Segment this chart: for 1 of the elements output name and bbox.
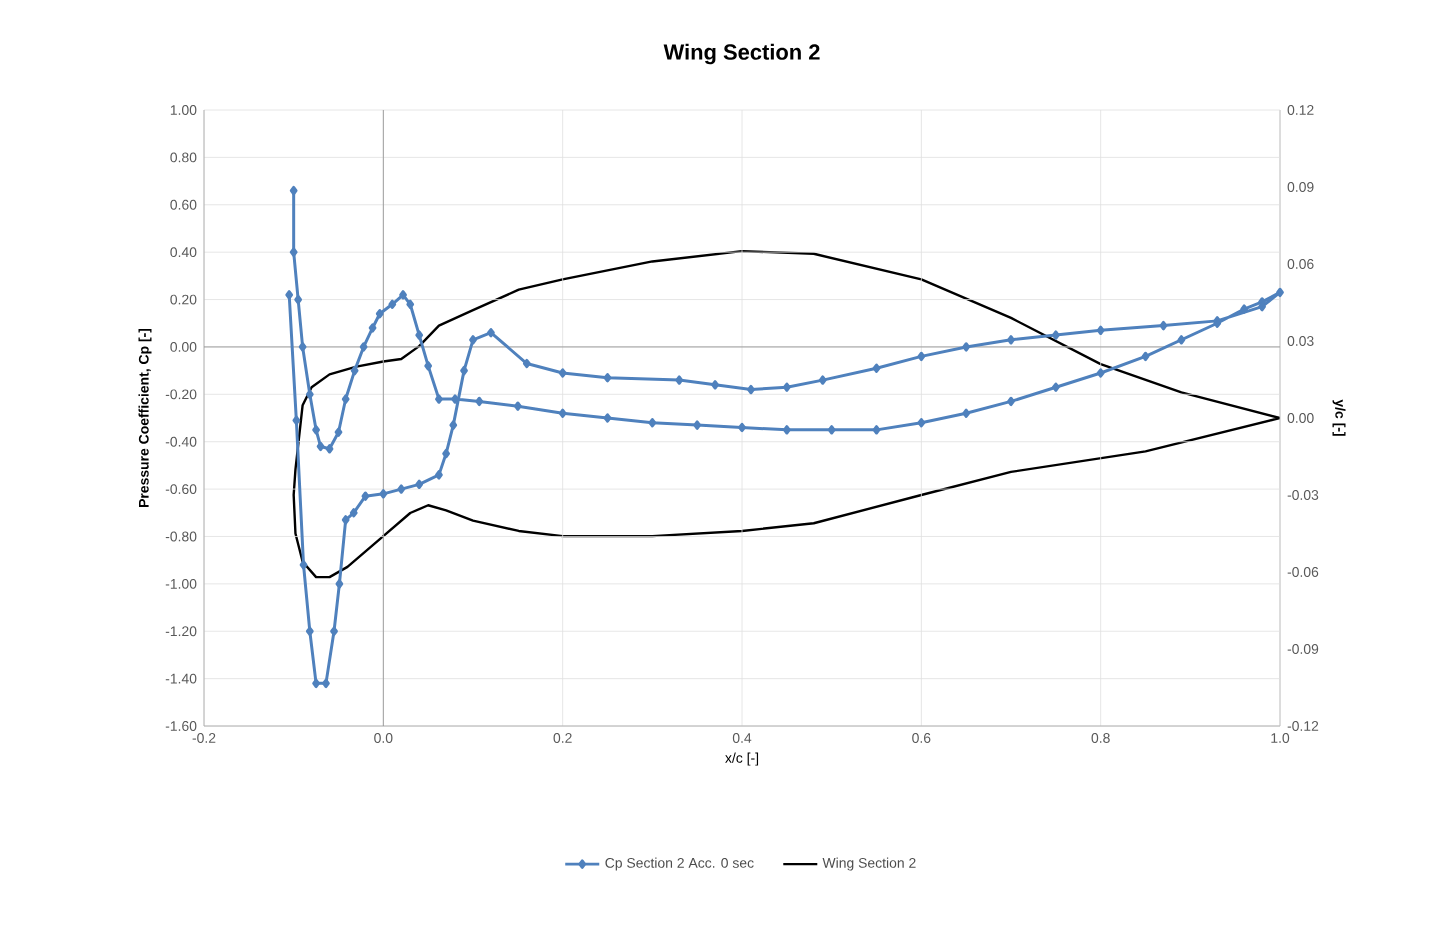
chart-title: Wing Section 2 [663,43,820,65]
